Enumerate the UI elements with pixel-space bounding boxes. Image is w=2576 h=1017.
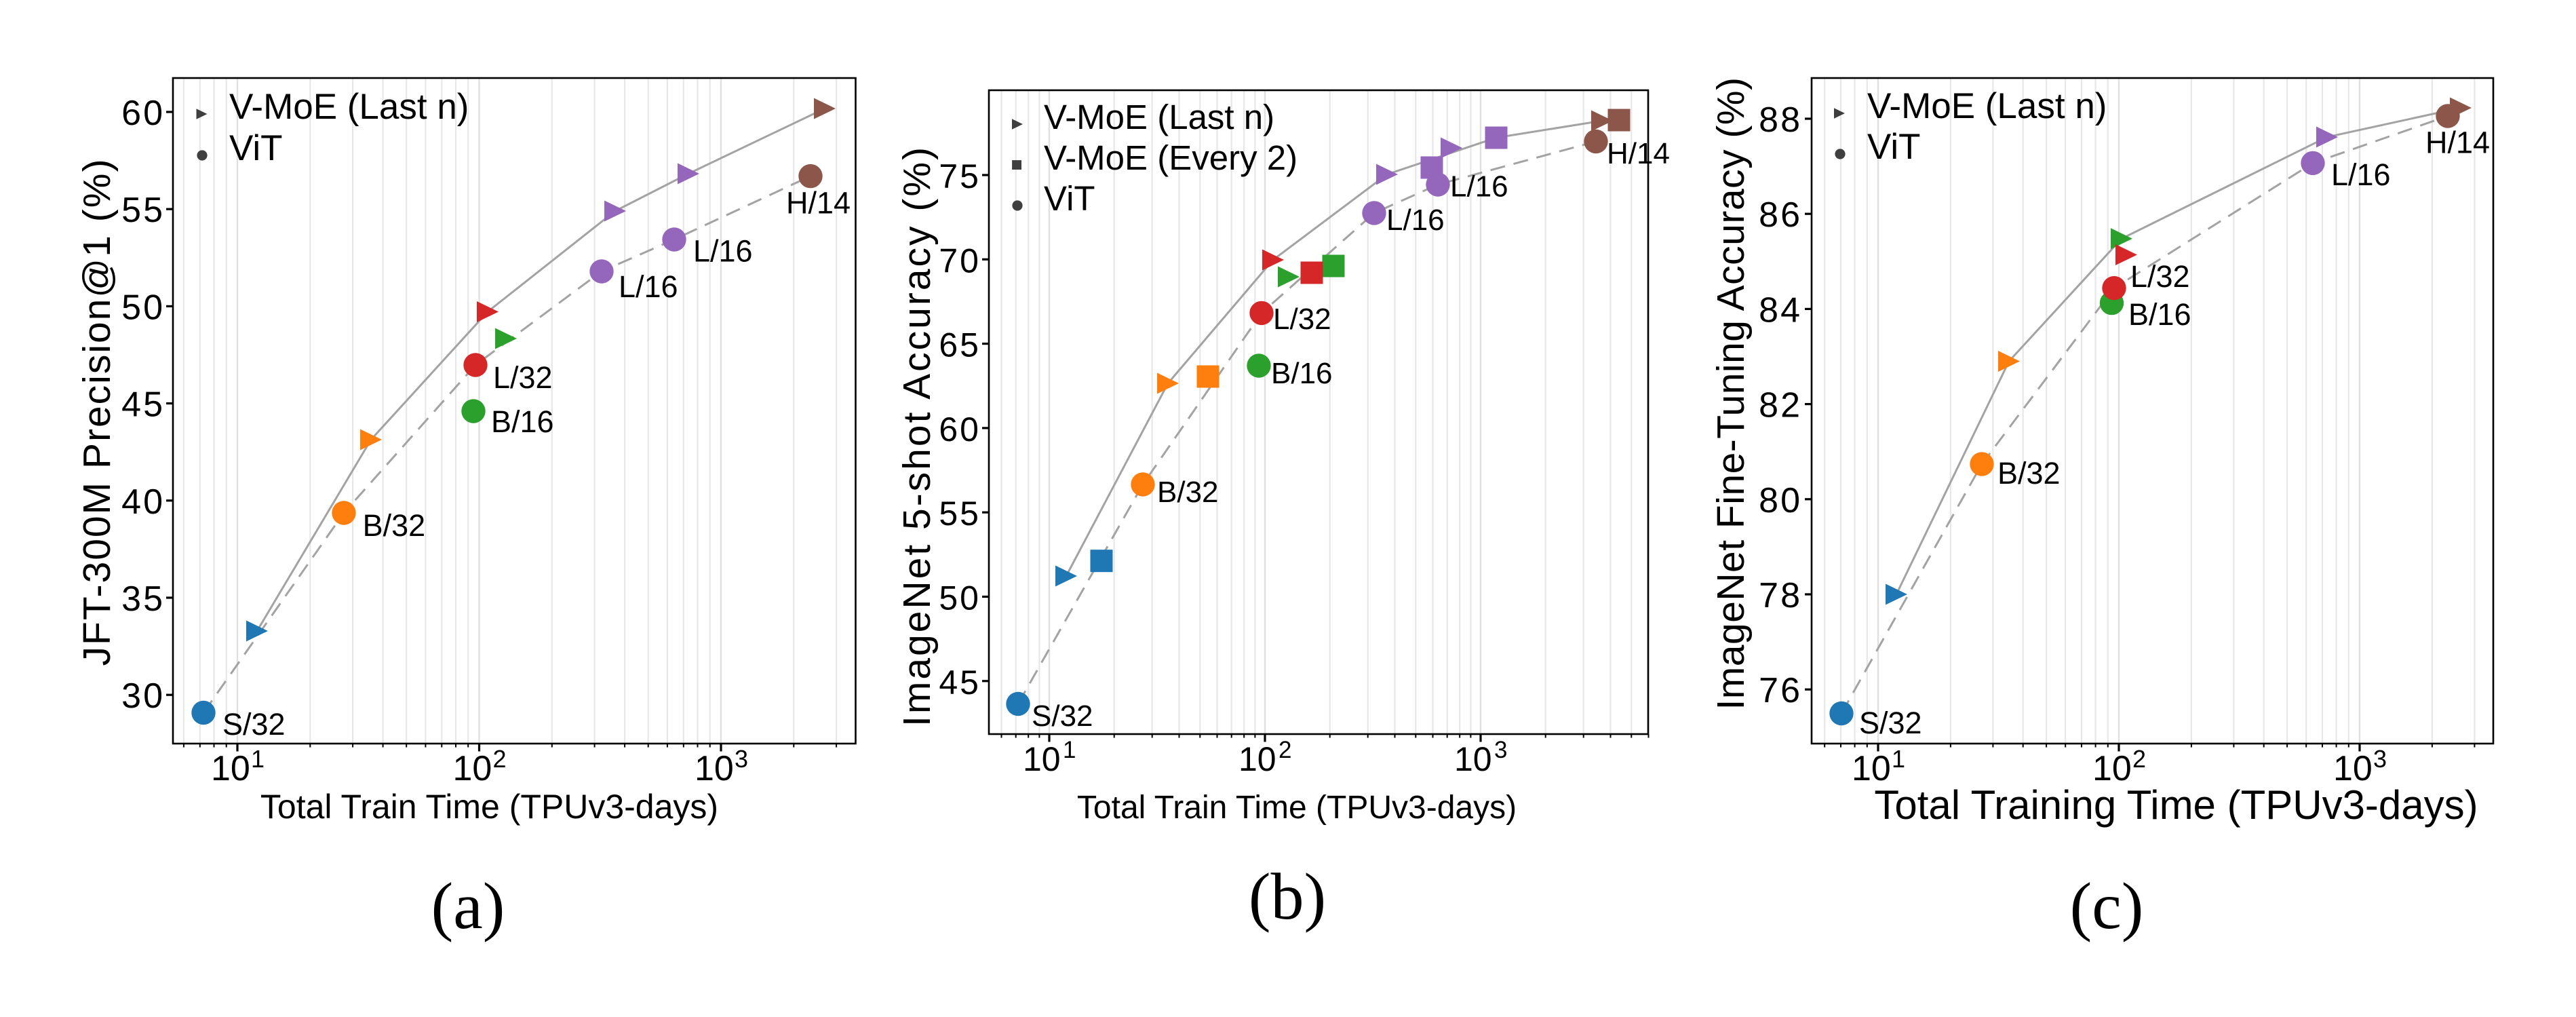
svg-text:Total Train Time (TPUv3-days): Total Train Time (TPUv3-days) bbox=[1077, 790, 1517, 826]
svg-text:L/16: L/16 bbox=[619, 269, 678, 304]
svg-text:45: 45 bbox=[939, 664, 981, 702]
svg-text:ViT: ViT bbox=[1044, 179, 1095, 218]
svg-text:10: 10 bbox=[1454, 740, 1492, 778]
svg-text:S/32: S/32 bbox=[1859, 706, 1922, 740]
svg-text:45: 45 bbox=[121, 385, 165, 425]
svg-text:2: 2 bbox=[2132, 745, 2146, 773]
svg-text:ImageNet 5-shot Accuracy (%): ImageNet 5-shot Accuracy (%) bbox=[895, 145, 939, 727]
svg-text:L/16: L/16 bbox=[1386, 204, 1445, 237]
svg-text:B/16: B/16 bbox=[491, 404, 554, 439]
svg-text:(c): (c) bbox=[2070, 870, 2144, 943]
svg-text:Total Training Time (TPUv3-day: Total Training Time (TPUv3-days) bbox=[1874, 782, 2478, 828]
svg-text:L/32: L/32 bbox=[493, 360, 553, 395]
svg-text:B/32: B/32 bbox=[1157, 476, 1219, 509]
svg-text:55: 55 bbox=[121, 191, 165, 230]
svg-text:86: 86 bbox=[1759, 195, 1802, 235]
svg-text:V-MoE (Every 2): V-MoE (Every 2) bbox=[1044, 138, 1297, 177]
svg-text:1: 1 bbox=[251, 745, 265, 773]
svg-text:55: 55 bbox=[939, 495, 981, 533]
svg-text:1: 1 bbox=[1892, 745, 1905, 773]
svg-text:S/32: S/32 bbox=[1032, 699, 1093, 733]
svg-text:3: 3 bbox=[2373, 745, 2387, 773]
svg-text:84: 84 bbox=[1759, 290, 1802, 330]
svg-text:L/16: L/16 bbox=[693, 234, 753, 269]
svg-text:50: 50 bbox=[939, 579, 981, 617]
svg-text:S/32: S/32 bbox=[222, 707, 286, 742]
svg-text:10: 10 bbox=[2333, 749, 2373, 788]
svg-text:V-MoE (Last n): V-MoE (Last n) bbox=[1867, 86, 2107, 126]
svg-text:JFT-300M Precision@1 (%): JFT-300M Precision@1 (%) bbox=[75, 158, 119, 666]
svg-text:50: 50 bbox=[121, 288, 165, 327]
svg-text:82: 82 bbox=[1759, 386, 1802, 425]
svg-text:70: 70 bbox=[939, 242, 981, 280]
svg-text:ViT: ViT bbox=[229, 128, 283, 168]
svg-text:2: 2 bbox=[1279, 737, 1291, 763]
svg-text:B/16: B/16 bbox=[2128, 297, 2191, 332]
svg-text:V-MoE (Last n): V-MoE (Last n) bbox=[229, 87, 469, 127]
svg-text:L/16: L/16 bbox=[2331, 157, 2391, 192]
svg-text:H/14: H/14 bbox=[2425, 126, 2490, 160]
svg-text:(b): (b) bbox=[1249, 860, 1326, 934]
svg-text:10: 10 bbox=[1238, 740, 1276, 778]
svg-text:88: 88 bbox=[1759, 100, 1802, 140]
svg-text:B/32: B/32 bbox=[363, 508, 426, 543]
svg-text:3: 3 bbox=[735, 745, 748, 773]
svg-text:L/16: L/16 bbox=[1450, 170, 1508, 204]
svg-text:V-MoE (Last n): V-MoE (Last n) bbox=[1044, 98, 1274, 136]
svg-text:35: 35 bbox=[121, 579, 165, 619]
svg-text:H/14: H/14 bbox=[786, 185, 851, 220]
svg-text:30: 30 bbox=[121, 676, 165, 716]
svg-text:60: 60 bbox=[121, 94, 165, 133]
svg-text:B/32: B/32 bbox=[1997, 456, 2061, 491]
svg-text:L/32: L/32 bbox=[2130, 259, 2190, 294]
svg-text:2: 2 bbox=[493, 745, 507, 773]
svg-text:65: 65 bbox=[939, 326, 981, 364]
svg-text:40: 40 bbox=[121, 482, 165, 522]
svg-text:10: 10 bbox=[1023, 740, 1061, 778]
svg-text:ImageNet Fine-Tuning Accuracy: ImageNet Fine-Tuning Accuracy (%) bbox=[1709, 77, 1753, 710]
svg-text:60: 60 bbox=[939, 410, 981, 448]
svg-text:ViT: ViT bbox=[1867, 127, 1921, 167]
svg-text:80: 80 bbox=[1759, 481, 1802, 520]
svg-text:B/16: B/16 bbox=[1271, 357, 1333, 390]
svg-text:H/14: H/14 bbox=[1607, 137, 1670, 170]
svg-text:10: 10 bbox=[1852, 749, 1891, 788]
svg-text:10: 10 bbox=[2092, 749, 2132, 788]
svg-text:3: 3 bbox=[1494, 737, 1507, 763]
svg-text:10: 10 bbox=[453, 749, 492, 788]
svg-text:75: 75 bbox=[939, 157, 981, 195]
svg-text:10: 10 bbox=[695, 749, 734, 788]
svg-text:1: 1 bbox=[1063, 737, 1076, 763]
svg-text:76: 76 bbox=[1759, 671, 1802, 710]
svg-text:78: 78 bbox=[1759, 576, 1802, 615]
svg-text:Total Train Time (TPUv3-days): Total Train Time (TPUv3-days) bbox=[260, 788, 718, 826]
svg-text:(a): (a) bbox=[431, 870, 505, 943]
svg-text:L/32: L/32 bbox=[1273, 303, 1331, 336]
svg-text:10: 10 bbox=[211, 749, 250, 788]
